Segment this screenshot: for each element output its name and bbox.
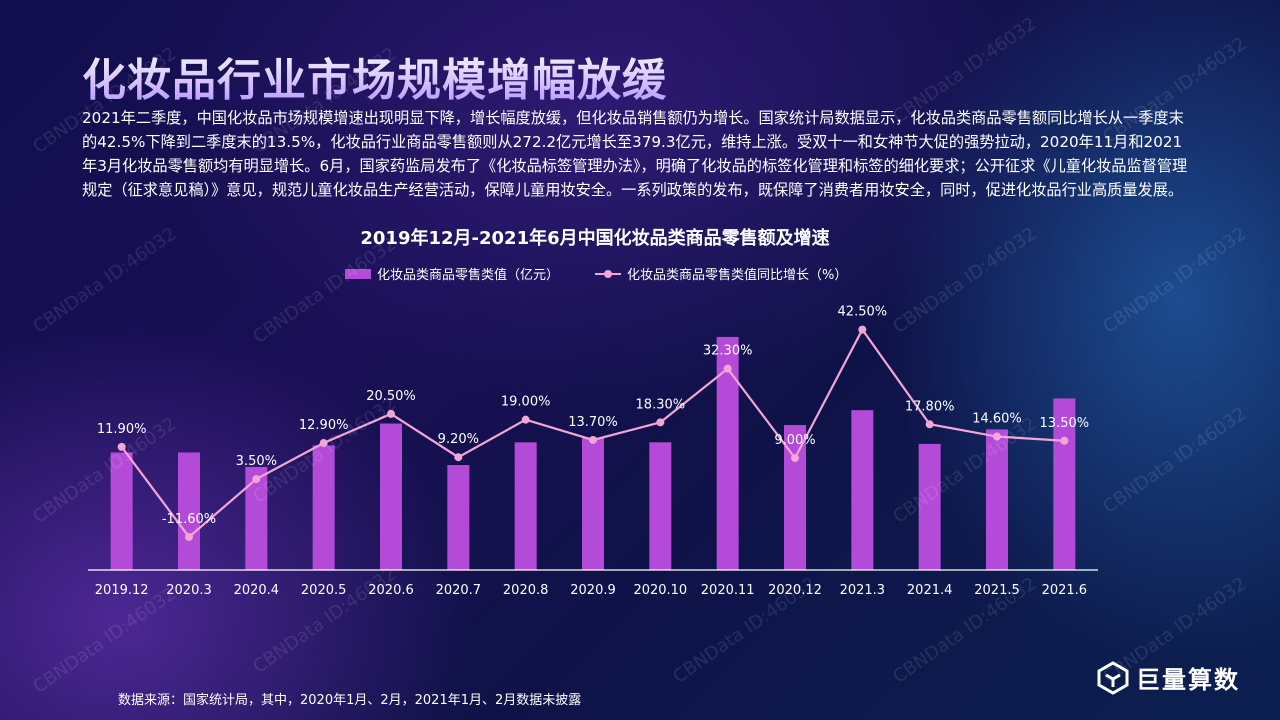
growth-point (925, 420, 934, 429)
growth-data-label: 20.50% (366, 389, 416, 404)
brand-name: 巨量算数 (1136, 666, 1240, 694)
x-tick-label: 2020.10 (633, 583, 687, 598)
growth-data-label: -11.60% (162, 512, 216, 527)
growth-data-label: 12.90% (299, 418, 349, 433)
bar (918, 443, 941, 570)
x-tick-label: 2020.11 (701, 583, 755, 598)
bar (514, 442, 537, 570)
intro-paragraph: 2021年二季度，中国化妆品市场规模增速出现明显下降，增长幅度放缓，但化妆品销售… (82, 109, 1188, 199)
x-tick-label: 2021.6 (1042, 583, 1088, 598)
x-tick-label: 2020.5 (301, 583, 347, 598)
legend-bar-swatch (345, 268, 371, 279)
bar (582, 437, 604, 570)
x-tick-label: 2021.4 (907, 583, 953, 598)
growth-point (319, 439, 328, 448)
chart-legend: 化妆品类商品零售类值（亿元） 化妆品类商品零售类值同比增长（%） (345, 264, 883, 283)
brand-cube-icon (1097, 660, 1129, 695)
data-source-note: 数据来源：国家统计局，其中，2020年1月、2月，2021年1月、2月数据未披露 (118, 693, 582, 708)
legend-item-retail-value: 化妆品类商品零售类值（亿元） (345, 264, 559, 283)
growth-data-label: 14.60% (972, 412, 1022, 427)
bar (110, 452, 133, 570)
legend-item-growth: 化妆品类商品零售类值同比增长（%） (595, 264, 847, 283)
growth-point (656, 418, 665, 427)
x-tick-label: 2021.5 (974, 583, 1020, 598)
x-tick-label: 2020.7 (436, 583, 482, 598)
growth-data-label: 13.50% (1040, 416, 1090, 431)
x-tick-label: 2019.12 (95, 583, 149, 598)
x-tick-label: 2020.4 (234, 583, 280, 598)
growth-point (252, 475, 261, 484)
growth-data-label: 9.20% (438, 432, 479, 447)
bar (178, 452, 200, 570)
growth-point (521, 415, 530, 424)
growth-point (185, 532, 193, 541)
growth-data-label: 11.90% (97, 422, 147, 437)
growth-data-label: 42.50% (838, 305, 888, 320)
growth-point (117, 442, 126, 451)
x-tick-label: 2020.12 (768, 583, 822, 598)
bar (716, 336, 739, 570)
growth-data-label: 9.00% (774, 433, 815, 448)
growth-point (993, 432, 1001, 441)
growth-point (723, 364, 732, 373)
x-tick-label: 2020.9 (570, 583, 616, 598)
bar (245, 466, 268, 570)
x-tick-label: 2020.8 (503, 583, 549, 598)
brand-logo: 巨量算数 (1096, 660, 1240, 695)
growth-point (589, 435, 597, 444)
growth-point (387, 409, 395, 418)
bar (986, 429, 1008, 570)
x-tick-label: 2021.3 (840, 583, 886, 598)
growth-point (791, 454, 799, 462)
growth-data-label: 32.30% (703, 344, 753, 359)
x-tick-label: 2020.6 (368, 583, 414, 598)
legend-line-swatch (595, 269, 622, 278)
growth-data-label: 18.30% (636, 397, 686, 412)
bar (447, 465, 470, 570)
bar (380, 423, 402, 570)
bar (312, 445, 335, 570)
legend-label-retail-value: 化妆品类商品零售类值（亿元） (377, 268, 560, 283)
bar (851, 410, 874, 570)
chart-title: 2019年12月-2021年6月中国化妆品类商品零售额及增速 (360, 228, 830, 249)
growth-point (454, 453, 463, 462)
bar (649, 442, 672, 570)
growth-data-label: 17.80% (905, 399, 955, 414)
legend-label-growth: 化妆品类商品零售类值同比增长（%） (627, 268, 848, 283)
growth-data-label: 19.00% (501, 395, 551, 410)
bar (784, 425, 806, 570)
growth-point (1060, 436, 1069, 445)
page-title: 化妆品行业市场规模增幅放缓 (82, 44, 667, 108)
growth-data-label: 13.70% (568, 415, 618, 430)
growth-data-label: 3.50% (236, 454, 277, 469)
x-tick-label: 2020.3 (166, 583, 212, 598)
growth-point (858, 325, 867, 334)
